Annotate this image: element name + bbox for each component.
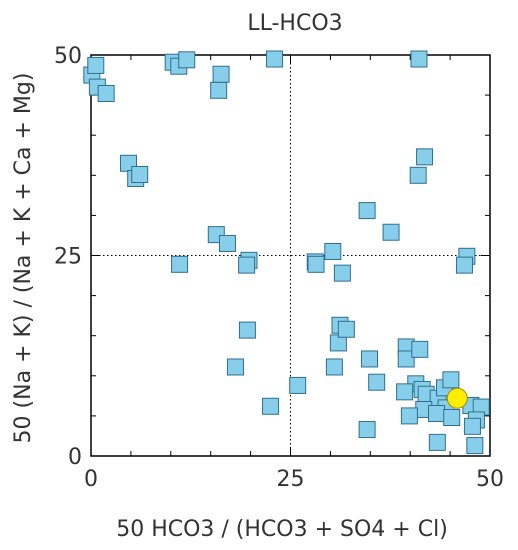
y-tick-label: 25 (54, 245, 82, 270)
data-point-square (262, 397, 280, 415)
data-point-square (411, 340, 429, 358)
x-tick-label: 25 (277, 467, 305, 492)
data-point-square (226, 358, 244, 376)
chart-title: LL-HCO3 (247, 11, 342, 36)
data-point-square (266, 50, 284, 68)
data-point-square (87, 56, 105, 74)
data-point-square (443, 409, 461, 427)
data-point-square (428, 433, 446, 451)
data-point-square (212, 65, 230, 83)
y-tick-label: 50 (54, 44, 82, 69)
data-point-square (463, 417, 481, 435)
data-point-circle (446, 387, 468, 409)
data-point-square (178, 51, 196, 69)
x-tick-label: 0 (84, 467, 98, 492)
data-point-square (307, 255, 325, 273)
plot-area: 0 25 50 0 25 50 (54, 44, 504, 492)
data-point-square (361, 350, 379, 368)
data-point-square (428, 404, 446, 422)
x-axis-label: 50 HCO3 / (HCO3 + SO4 + Cl) (116, 517, 448, 542)
data-point-square (97, 84, 115, 102)
data-point-square (397, 350, 415, 368)
data-point-square (358, 421, 376, 439)
y-axis-label: 50 (Na + K) / (Na + K + Ca + Mg) (11, 73, 36, 444)
y-tick-label: 0 (68, 445, 82, 470)
data-point-square (416, 148, 434, 166)
data-point-square (368, 373, 386, 391)
data-point-square (131, 165, 149, 183)
data-point-square (238, 256, 256, 274)
data-point-square (171, 255, 189, 273)
data-point-square (238, 321, 256, 339)
data-point-square (410, 50, 428, 68)
data-point-square (409, 166, 427, 184)
data-point-square (400, 407, 418, 425)
data-point-square (396, 383, 414, 401)
data-point-square (218, 234, 236, 252)
data-point-square (358, 202, 376, 220)
data-point-square (324, 242, 342, 260)
x-tick-label: 50 (476, 467, 504, 492)
data-point-square (382, 223, 400, 241)
data-point-square (325, 358, 343, 376)
data-point-square (333, 264, 351, 282)
data-point-square (289, 376, 307, 394)
data-point-square (210, 81, 228, 99)
data-point-square (337, 320, 355, 338)
data-point-square (466, 437, 484, 455)
data-point-square (455, 256, 473, 274)
data-point-square (442, 371, 460, 389)
